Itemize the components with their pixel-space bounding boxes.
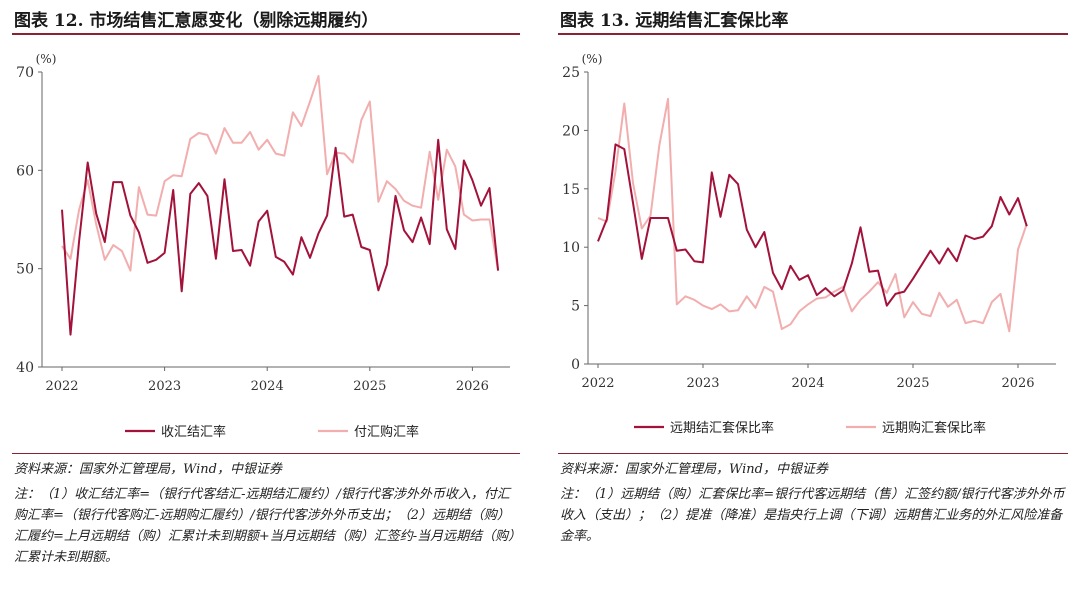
y-tick-label: 25 — [562, 65, 580, 81]
y-tick-label: 60 — [16, 163, 34, 179]
y-tick-label: 0 — [571, 357, 580, 373]
x-tick-label: 2026 — [1001, 376, 1034, 391]
y-tick-label: 50 — [16, 262, 34, 278]
market-fx-willingness-chart: (%) 40 50 60 70 2022 2023 2024 2025 2026 收汇结汇率 付汇购汇… — [16, 52, 510, 440]
source-divider — [558, 453, 1068, 454]
right-figure-panel: 图表 13. 远期结售汇套保比率 (%) 0 5 10 15 20 25 2022 2023 20… — [546, 0, 1080, 594]
title-divider — [12, 33, 520, 35]
y-tick-label: 10 — [562, 240, 580, 256]
x-tick-label: 2025 — [353, 379, 386, 394]
y-tick-label: 5 — [571, 299, 580, 315]
y-axis-unit-label: (%) — [582, 52, 603, 66]
legend-label: 远期购汇套保比率 — [882, 420, 986, 436]
x-tick-label: 2023 — [686, 376, 719, 391]
y-tick-label: 20 — [562, 123, 580, 139]
series-line-1 — [61, 138, 500, 336]
x-tick-label: 2024 — [251, 379, 284, 394]
legend-label: 远期结汇套保比率 — [670, 420, 774, 436]
x-tick-label: 2023 — [148, 379, 181, 394]
x-tick-label: 2022 — [581, 376, 614, 391]
x-tick-label: 2024 — [791, 376, 824, 391]
y-axis-unit-label: (%) — [36, 52, 57, 66]
figure-title: 图表 12. 市场结售汇意愿变化（剔除远期履约） — [14, 11, 379, 31]
x-tick-label: 2026 — [456, 379, 489, 394]
source-divider — [12, 453, 520, 454]
note-text: 注：（1）远期结（购）汇套保比率=银行代客远期结（售）汇签约额/银行代客涉外外币… — [560, 487, 1065, 544]
title-divider — [558, 33, 1068, 35]
series-line-1 — [597, 143, 1028, 307]
source-text: 资料来源：国家外汇管理局，Wind，中银证券 — [14, 462, 282, 477]
left-figure-panel: 图表 12. 市场结售汇意愿变化（剔除远期履约） (%) 40 50 60 70 2022… — [0, 0, 532, 594]
y-tick-label: 40 — [16, 360, 34, 376]
series-line-2 — [61, 74, 500, 272]
note-text: 注：（1）收汇结汇率=（银行代客结汇-远期结汇履约）/银行代客涉外外币收入，付汇… — [14, 487, 515, 565]
x-tick-label: 2025 — [896, 376, 929, 391]
legend-label: 付汇购汇率 — [354, 424, 419, 440]
series-line-2 — [597, 97, 1028, 333]
y-tick-label: 70 — [16, 65, 34, 81]
x-tick-label: 2022 — [45, 379, 78, 394]
legend-label: 收汇结汇率 — [161, 424, 226, 440]
y-tick-label: 15 — [562, 182, 580, 198]
source-text: 资料来源：国家外汇管理局，Wind，中银证券 — [560, 462, 828, 477]
figure-title: 图表 13. 远期结售汇套保比率 — [560, 11, 789, 31]
